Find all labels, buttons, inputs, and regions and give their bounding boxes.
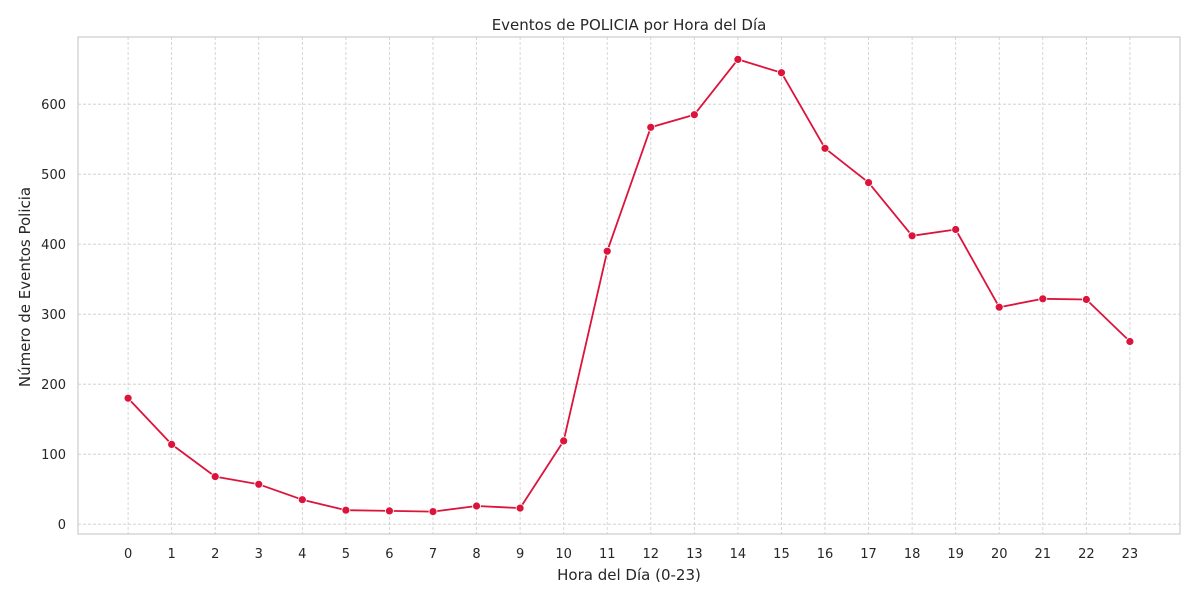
series-line — [127, 58, 1131, 513]
x-axis-label: Hora del Día (0-23) — [557, 566, 701, 584]
y-tick-label: 0 — [58, 518, 66, 533]
data-point — [820, 143, 830, 153]
y-tick-label: 200 — [41, 378, 66, 393]
y-tick-label: 400 — [41, 238, 66, 253]
x-tick-label: 12 — [643, 547, 660, 562]
y-axis-ticks: 0 100 200 300 400 500 600 — [41, 98, 66, 533]
x-tick-label: 9 — [516, 547, 524, 562]
series-lines — [127, 58, 1131, 513]
x-axis-ticks: 0 1 2 3 4 5 6 7 8 9 10 11 12 13 14 15 16 17 18 19 20 21 22 23 — [124, 547, 1138, 562]
x-tick-label: 20 — [991, 547, 1008, 562]
data-point — [907, 231, 917, 241]
x-tick-label: 14 — [730, 547, 747, 562]
data-point — [210, 472, 220, 482]
data-point — [385, 506, 394, 516]
x-tick-label: 15 — [773, 547, 790, 562]
y-tick-label: 300 — [41, 308, 66, 323]
x-tick-label: 0 — [124, 547, 132, 562]
data-point — [951, 225, 961, 234]
x-tick-label: 10 — [555, 547, 572, 562]
data-point — [254, 479, 264, 489]
x-tick-label: 3 — [255, 547, 263, 562]
data-point — [777, 68, 786, 78]
x-tick-label: 22 — [1078, 547, 1095, 562]
x-tick-label: 7 — [429, 547, 437, 562]
data-point — [297, 495, 307, 505]
data-point — [646, 122, 656, 132]
x-tick-label: 11 — [599, 547, 616, 562]
data-point — [1038, 294, 1048, 304]
data-point — [515, 503, 525, 513]
data-point — [428, 507, 438, 517]
series-points — [123, 55, 1135, 517]
data-point — [994, 302, 1004, 312]
x-tick-label: 18 — [904, 547, 921, 562]
chart-title: Eventos de POLICIA por Hora del Día — [492, 16, 767, 34]
data-point — [733, 55, 743, 64]
x-tick-label: 4 — [298, 547, 306, 562]
data-point — [123, 393, 133, 403]
y-tick-label: 100 — [41, 448, 66, 463]
data-point — [689, 110, 699, 120]
x-tick-label: 8 — [472, 547, 480, 562]
data-point — [1125, 337, 1135, 346]
data-point — [602, 246, 612, 256]
y-tick-label: 600 — [41, 98, 66, 113]
y-axis-label: Número de Eventos Policia — [16, 187, 34, 387]
x-tick-label: 21 — [1035, 547, 1052, 562]
data-point — [167, 439, 177, 449]
data-point — [1081, 295, 1091, 304]
data-point — [472, 501, 481, 511]
x-tick-label: 16 — [817, 547, 834, 562]
plot-frame — [77, 36, 1181, 535]
y-tick-label: 500 — [41, 168, 66, 183]
plot-border — [77, 36, 1181, 535]
x-tick-label: 17 — [860, 547, 877, 562]
x-tick-label: 13 — [686, 547, 703, 562]
x-tick-label: 5 — [342, 547, 350, 562]
x-tick-label: 6 — [385, 547, 393, 562]
x-tick-label: 1 — [168, 547, 176, 562]
data-point — [341, 505, 351, 515]
x-tick-label: 2 — [211, 547, 219, 562]
grid — [78, 37, 1180, 534]
x-tick-label: 23 — [1122, 547, 1139, 562]
data-point — [559, 436, 569, 446]
data-point — [864, 178, 873, 188]
x-tick-label: 19 — [947, 547, 964, 562]
